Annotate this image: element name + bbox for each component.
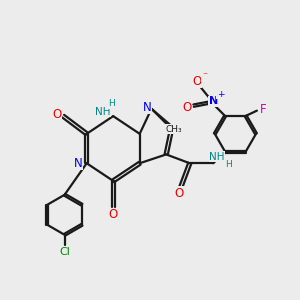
- Text: ⁻: ⁻: [202, 71, 207, 81]
- Text: +: +: [217, 90, 224, 99]
- Text: Cl: Cl: [59, 247, 70, 256]
- Text: O: O: [52, 108, 61, 121]
- Text: O: O: [182, 100, 192, 114]
- Text: NH: NH: [95, 107, 111, 117]
- Text: H: H: [108, 99, 115, 108]
- Text: O: O: [175, 187, 184, 200]
- Text: O: O: [109, 208, 118, 221]
- Text: N: N: [209, 96, 218, 106]
- Text: NH: NH: [209, 152, 225, 162]
- Text: O: O: [192, 75, 201, 88]
- Text: N: N: [143, 101, 152, 114]
- Text: H: H: [225, 160, 231, 169]
- Text: N: N: [74, 157, 83, 170]
- Text: CH₃: CH₃: [165, 125, 182, 134]
- Text: F: F: [260, 103, 266, 116]
